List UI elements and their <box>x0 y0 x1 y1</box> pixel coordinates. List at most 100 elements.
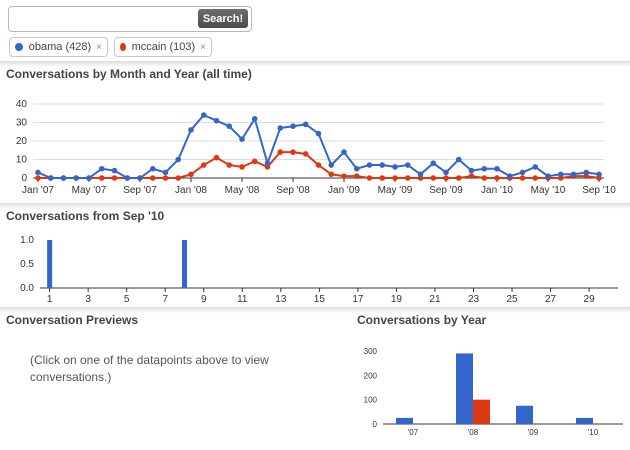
data-point-mccain[interactable] <box>519 175 526 181</box>
data-point-mccain[interactable] <box>353 173 360 179</box>
data-point-obama[interactable] <box>468 167 475 174</box>
data-point-obama[interactable] <box>98 165 105 172</box>
data-point-mccain[interactable] <box>443 175 449 181</box>
bar-day[interactable] <box>182 240 187 288</box>
data-point-obama[interactable] <box>149 165 156 172</box>
data-point-obama[interactable] <box>124 175 131 181</box>
data-point-mccain[interactable] <box>175 175 182 181</box>
data-point-obama[interactable] <box>251 116 258 122</box>
data-point-obama[interactable] <box>366 162 373 168</box>
data-point-mccain[interactable] <box>239 164 245 170</box>
search-input[interactable] <box>13 9 198 27</box>
data-point-mccain[interactable] <box>162 175 169 181</box>
data-point-mccain[interactable] <box>455 175 462 181</box>
search-button[interactable]: Search! <box>198 9 248 28</box>
data-point-obama[interactable] <box>417 171 424 178</box>
bar-year-obama[interactable] <box>576 417 593 424</box>
x-tick-label: '08 <box>468 428 479 437</box>
monthly-line-chart[interactable]: 0 10 20 30 40 Jan '07 May '07 Sep '07 Jan '08 May… <box>0 90 630 202</box>
data-point-mccain[interactable] <box>315 162 322 168</box>
data-point-obama[interactable] <box>570 171 577 178</box>
data-point-obama[interactable] <box>315 130 322 137</box>
data-point-mccain[interactable] <box>468 173 475 179</box>
y-tick-label: 20 <box>16 136 28 147</box>
x-tick-label: May '09 <box>378 185 413 196</box>
daily-bar-chart[interactable]: 0.00.51.01 3 5 7 9 11 13 15 17 19 21 23 25 27 29 <box>0 230 630 306</box>
data-point-obama[interactable] <box>302 121 309 128</box>
bar-year-obama[interactable] <box>516 405 533 424</box>
data-point-obama[interactable] <box>545 173 551 179</box>
data-point-obama[interactable] <box>481 165 488 172</box>
x-tick-label: 11 <box>237 294 248 305</box>
yearly-bar-chart[interactable]: 0 100 200 300 '07 '08 '09 '10 <box>355 340 627 444</box>
data-point-mccain[interactable] <box>366 175 373 181</box>
y-tick-label: 0.5 <box>20 259 34 270</box>
data-point-mccain[interactable] <box>328 171 335 178</box>
bar-day[interactable] <box>47 240 53 288</box>
data-point-obama[interactable] <box>175 156 182 163</box>
data-point-obama[interactable] <box>443 169 449 176</box>
data-point-obama[interactable] <box>404 162 411 168</box>
data-point-mccain[interactable] <box>341 173 347 179</box>
data-point-mccain[interactable] <box>379 175 386 181</box>
data-point-mccain[interactable] <box>213 154 220 161</box>
data-point-mccain[interactable] <box>149 175 156 181</box>
data-point-obama[interactable] <box>290 123 296 129</box>
remove-term-icon[interactable]: × <box>96 41 102 53</box>
data-point-mccain[interactable] <box>251 158 258 165</box>
data-point-obama[interactable] <box>506 173 513 179</box>
data-point-mccain[interactable] <box>290 149 296 155</box>
data-point-obama[interactable] <box>596 171 602 178</box>
data-point-obama[interactable] <box>86 175 92 181</box>
data-point-obama[interactable] <box>557 171 564 178</box>
data-point-obama[interactable] <box>494 165 500 172</box>
data-point-mccain[interactable] <box>277 149 284 155</box>
data-point-obama[interactable] <box>455 156 462 163</box>
data-point-mccain[interactable] <box>481 175 488 181</box>
data-point-obama[interactable] <box>111 167 118 174</box>
data-point-obama[interactable] <box>341 149 347 155</box>
bar-year-mccain[interactable] <box>473 399 490 424</box>
data-point-mccain[interactable] <box>532 175 539 181</box>
data-point-obama[interactable] <box>519 169 526 176</box>
data-point-mccain[interactable] <box>98 175 105 181</box>
data-point-obama[interactable] <box>353 165 360 172</box>
data-point-obama[interactable] <box>35 169 41 176</box>
bar-year-obama[interactable] <box>456 353 473 424</box>
data-point-mccain[interactable] <box>35 175 41 181</box>
data-point-obama[interactable] <box>188 127 194 133</box>
term-chip-mccain[interactable]: mccain (103) × <box>114 37 212 57</box>
data-point-obama[interactable] <box>213 117 220 124</box>
data-point-mccain[interactable] <box>404 175 411 181</box>
data-point-obama[interactable] <box>379 162 386 168</box>
data-point-obama[interactable] <box>583 169 590 176</box>
data-point-obama[interactable] <box>137 175 143 181</box>
data-point-obama[interactable] <box>47 175 54 181</box>
data-point-obama[interactable] <box>328 162 335 168</box>
data-point-mccain[interactable] <box>302 151 309 157</box>
data-point-mccain[interactable] <box>494 175 500 181</box>
data-point-mccain[interactable] <box>200 162 207 168</box>
data-point-obama[interactable] <box>392 164 398 170</box>
y-tick-label: 300 <box>364 347 378 356</box>
data-point-mccain[interactable] <box>430 175 437 181</box>
data-point-obama[interactable] <box>60 175 67 181</box>
bar-year-obama[interactable] <box>396 417 413 424</box>
term-chip-obama[interactable]: obama (428) × <box>9 37 108 57</box>
data-point-obama[interactable] <box>430 160 437 166</box>
data-point-mccain[interactable] <box>188 171 194 178</box>
x-tick-label: 23 <box>468 294 480 305</box>
data-point-mccain[interactable] <box>392 175 398 181</box>
data-point-mccain[interactable] <box>111 175 118 181</box>
data-point-obama[interactable] <box>532 164 539 170</box>
data-point-obama[interactable] <box>277 125 284 131</box>
data-point-obama[interactable] <box>73 175 80 181</box>
search-box: Search! <box>8 6 252 32</box>
data-point-obama[interactable] <box>239 136 245 142</box>
data-point-obama[interactable] <box>226 123 233 129</box>
remove-term-icon[interactable]: × <box>200 41 206 53</box>
data-point-obama[interactable] <box>162 169 169 176</box>
data-point-obama[interactable] <box>200 112 207 118</box>
data-point-obama[interactable] <box>264 160 271 166</box>
data-point-mccain[interactable] <box>226 162 233 168</box>
